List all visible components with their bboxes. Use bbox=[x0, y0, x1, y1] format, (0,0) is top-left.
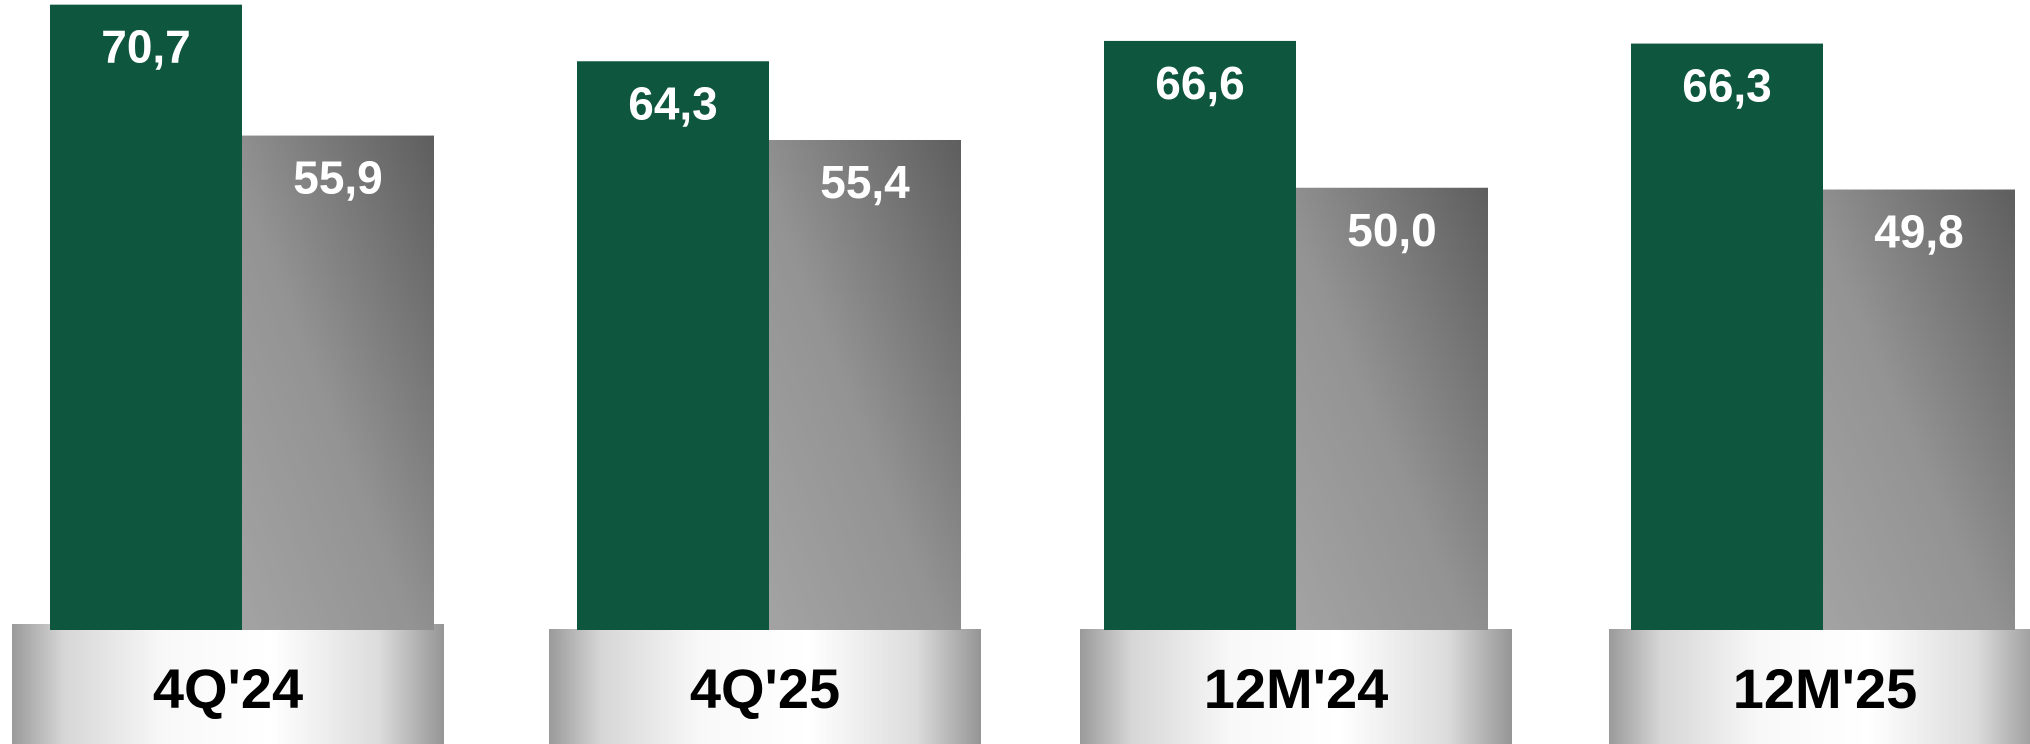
bar-series-2 bbox=[1823, 189, 2015, 631]
data-label: 64,3 bbox=[628, 77, 718, 129]
data-label: 66,6 bbox=[1155, 57, 1245, 109]
category-plates bbox=[12, 624, 2030, 744]
data-label: 49,8 bbox=[1874, 206, 1964, 258]
category-label: 12M'25 bbox=[1733, 657, 1918, 720]
bar-series-1 bbox=[1104, 40, 1296, 631]
bar-series-1 bbox=[577, 61, 769, 631]
bar-series-2 bbox=[1296, 187, 1488, 630]
bar-series-2 bbox=[242, 135, 434, 630]
data-label: 50,0 bbox=[1347, 204, 1437, 256]
bars bbox=[50, 4, 2015, 631]
data-label: 55,4 bbox=[820, 156, 910, 208]
bar-series-1 bbox=[50, 4, 242, 630]
bar-series-1 bbox=[1631, 43, 1823, 631]
category-labels: 4Q'24 4Q'25 12M'24 12M'25 bbox=[153, 657, 1917, 720]
category-plate bbox=[1080, 629, 1512, 744]
data-label: 66,3 bbox=[1682, 60, 1772, 112]
data-label: 55,9 bbox=[293, 152, 383, 204]
category-label: 12M'24 bbox=[1204, 657, 1389, 720]
category-label: 4Q'24 bbox=[153, 657, 303, 720]
category-label: 4Q'25 bbox=[690, 657, 840, 720]
category-plate bbox=[549, 629, 981, 744]
data-label: 70,7 bbox=[101, 21, 191, 73]
category-plate bbox=[12, 624, 444, 744]
bar-series-2 bbox=[769, 139, 961, 630]
data-labels: 70,7 55,9 64,3 55,4 66,6 50,0 66,3 49,8 bbox=[101, 21, 1964, 258]
category-plate bbox=[1609, 629, 2030, 744]
